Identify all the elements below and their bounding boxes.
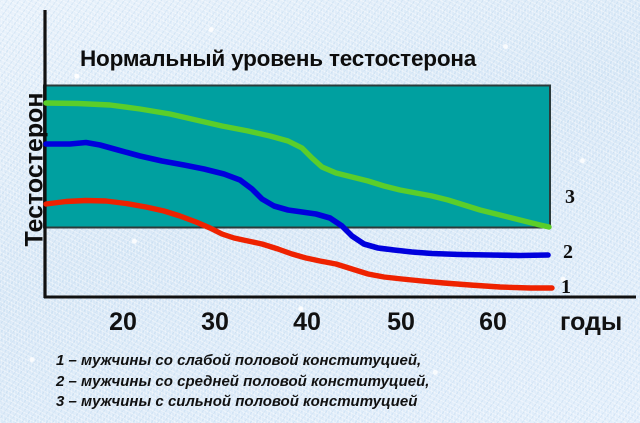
- x-axis-unit-label: годы: [560, 308, 623, 336]
- series-marker-1: 1: [561, 276, 571, 298]
- y-axis-label: Тестостерон: [20, 92, 49, 247]
- series-line-weak: [43, 197, 555, 291]
- series-marker-2: 2: [563, 241, 573, 263]
- legend: 1 – мужчины со слабой половой конституци…: [56, 351, 576, 413]
- legend-item-3: 3 – мужчины с сильной половой конституци…: [56, 393, 418, 410]
- series-marker-3: 3: [565, 186, 575, 208]
- x-axis-tick-40: 40: [293, 308, 321, 336]
- x-axis-tick-30: 30: [201, 308, 229, 336]
- legend-item-1: 1 – мужчины со слабой половой конституци…: [56, 352, 422, 369]
- series-line-medium: [43, 139, 551, 259]
- x-axis-tick-60: 60: [479, 308, 507, 336]
- chart-title: Нормальный уровень тестостерона: [80, 46, 477, 71]
- x-axis-tick-50: 50: [387, 308, 415, 336]
- series-line-strong: [43, 100, 552, 230]
- legend-item-2: 2 – мужчины со средней половой конституц…: [56, 372, 430, 390]
- x-axis-tick-20: 20: [109, 308, 137, 336]
